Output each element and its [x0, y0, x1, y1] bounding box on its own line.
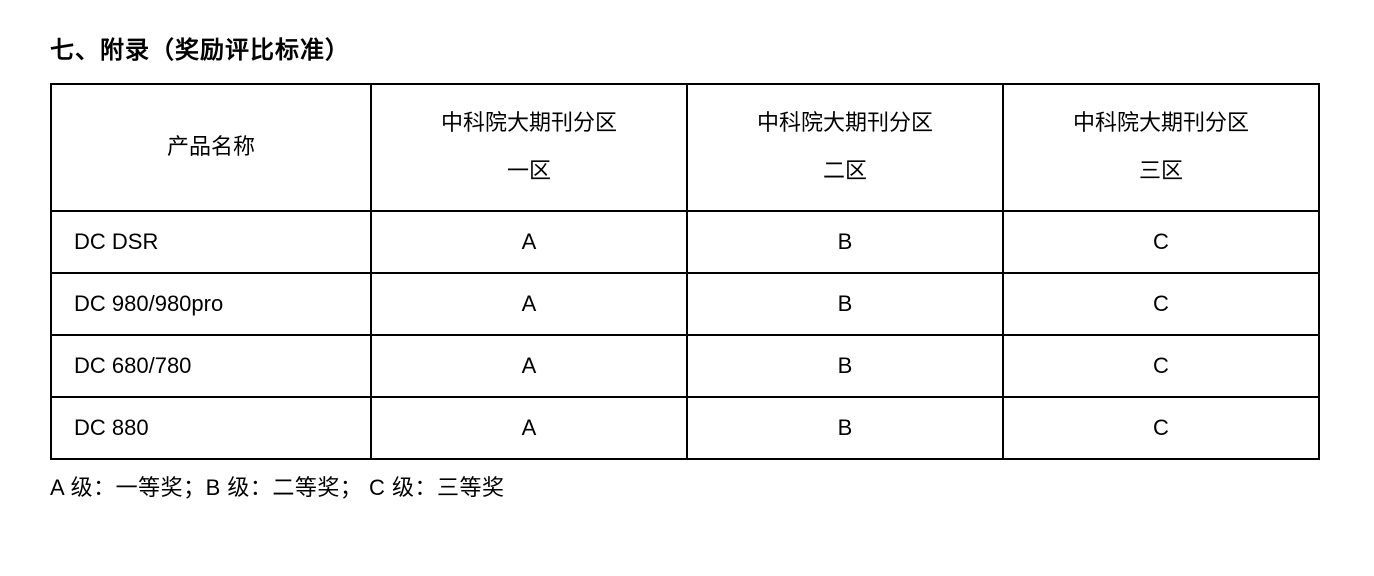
table-row: DC 980/980pro A B C	[51, 273, 1319, 335]
table-row: DC 680/780 A B C	[51, 335, 1319, 397]
cell-zone2: B	[687, 211, 1003, 273]
header-zone2-line1: 中科院大期刊分区	[706, 99, 984, 147]
cell-product-name: DC 880	[51, 397, 371, 459]
cell-zone3: C	[1003, 273, 1319, 335]
cell-zone2: B	[687, 335, 1003, 397]
table-row: DC DSR A B C	[51, 211, 1319, 273]
header-zone3-line2: 三区	[1022, 147, 1300, 195]
cell-zone3: C	[1003, 397, 1319, 459]
header-zone1: 中科院大期刊分区 一区	[371, 84, 687, 211]
header-zone3: 中科院大期刊分区 三区	[1003, 84, 1319, 211]
criteria-table: 产品名称 中科院大期刊分区 一区 中科院大期刊分区 二区 中科院大期刊分区 三区…	[50, 83, 1320, 460]
cell-zone2: B	[687, 273, 1003, 335]
cell-zone3: C	[1003, 211, 1319, 273]
cell-zone1: A	[371, 211, 687, 273]
header-zone1-line1: 中科院大期刊分区	[390, 99, 668, 147]
header-zone2-line2: 二区	[706, 147, 984, 195]
cell-zone2: B	[687, 397, 1003, 459]
legend-text: A 级：一等奖；B 级：二等奖； C 级：三等奖	[50, 470, 1324, 502]
table-header-row: 产品名称 中科院大期刊分区 一区 中科院大期刊分区 二区 中科院大期刊分区 三区	[51, 84, 1319, 211]
cell-product-name: DC 980/980pro	[51, 273, 371, 335]
cell-zone1: A	[371, 397, 687, 459]
header-product-name: 产品名称	[51, 84, 371, 211]
header-zone1-line2: 一区	[390, 147, 668, 195]
cell-zone1: A	[371, 335, 687, 397]
header-zone3-line1: 中科院大期刊分区	[1022, 99, 1300, 147]
cell-zone1: A	[371, 273, 687, 335]
cell-product-name: DC DSR	[51, 211, 371, 273]
header-zone2: 中科院大期刊分区 二区	[687, 84, 1003, 211]
cell-zone3: C	[1003, 335, 1319, 397]
table-row: DC 880 A B C	[51, 397, 1319, 459]
cell-product-name: DC 680/780	[51, 335, 371, 397]
section-heading: 七、附录（奖励评比标准）	[50, 30, 1324, 65]
